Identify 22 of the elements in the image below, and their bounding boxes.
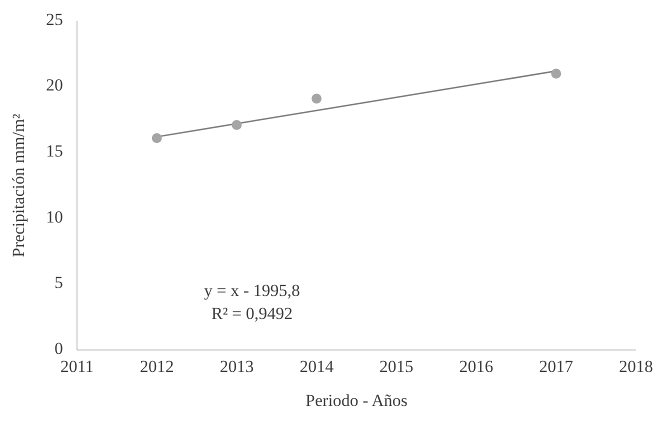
x-tick-label: 2012: [140, 357, 174, 376]
annotation: R² = 0,9492: [211, 304, 293, 323]
x-tick-label: 2018: [619, 357, 653, 376]
y-tick-label: 5: [54, 273, 63, 292]
y-tick-label: 25: [46, 10, 63, 29]
y-tick-label: 0: [54, 338, 63, 358]
point: [551, 68, 562, 79]
x-tick-label: 2015: [379, 357, 414, 376]
annotation: y = x - 1995,8: [204, 281, 300, 300]
x-axis-title: Periodo - Años: [306, 391, 408, 410]
point: [312, 94, 322, 104]
x-tick-label: 2017: [539, 357, 574, 376]
x-tick-label: 2011: [60, 357, 94, 376]
y-tick-label: 15: [46, 142, 63, 161]
x-tick-label: 2016: [459, 357, 494, 376]
y-tick-label: 10: [46, 207, 63, 226]
y-axis-title: Precipitación mm/m²: [9, 114, 28, 258]
x-tick-label: 2013: [220, 357, 254, 376]
point: [152, 133, 162, 144]
y-tick-label: 20: [46, 76, 63, 95]
point: [232, 120, 242, 130]
x-tick-label: 2014: [300, 357, 334, 376]
